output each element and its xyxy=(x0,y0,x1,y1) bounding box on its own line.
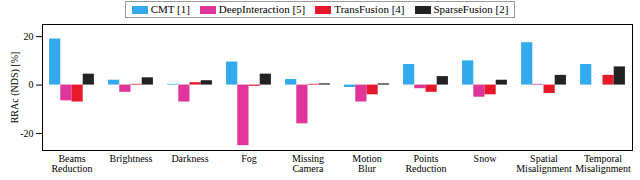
html-text:TransFusion [4]: TransFusion [4] xyxy=(334,3,405,15)
html-text:SparseFusion [2]: SparseFusion [2] xyxy=(433,3,509,15)
svg-text:BeamsReduction: BeamsReduction xyxy=(51,153,92,174)
svg-text:0: 0 xyxy=(29,79,34,90)
svg-text:PointsReduction: PointsReduction xyxy=(405,153,446,174)
svg-text:Fog: Fog xyxy=(241,153,257,164)
svg-text:TemporalMisalignment: TemporalMisalignment xyxy=(575,153,631,174)
svg-text:RRAc (NDS) [%]: RRAc (NDS) [%] xyxy=(9,52,21,124)
svg-text:-20: -20 xyxy=(20,128,33,139)
svg-text:MotionBlur: MotionBlur xyxy=(352,153,381,174)
html-text:DeepInteraction [5]: DeepInteraction [5] xyxy=(218,3,306,15)
svg-text:Snow: Snow xyxy=(474,153,498,164)
svg-text:20: 20 xyxy=(24,31,34,42)
svg-text:Darkness: Darkness xyxy=(171,153,208,164)
html-text:CMT [1]: CMT [1] xyxy=(150,3,190,15)
svg-text:Brightness: Brightness xyxy=(110,153,153,164)
svg-text:MissingCamera: MissingCamera xyxy=(292,153,324,174)
svg-text:SpatialMisalignment: SpatialMisalignment xyxy=(516,153,572,174)
